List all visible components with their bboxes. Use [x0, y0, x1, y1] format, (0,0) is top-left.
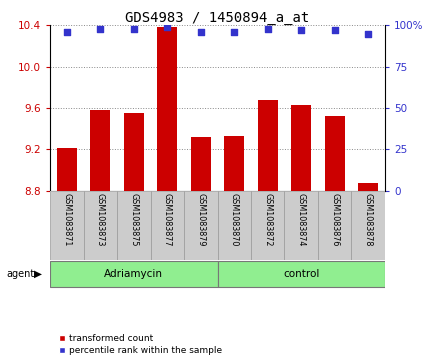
Point: [197, 29, 204, 35]
Text: GSM1083878: GSM1083878: [363, 193, 372, 246]
Bar: [123, 113, 144, 191]
Point: [331, 28, 338, 33]
Text: ▶: ▶: [34, 269, 42, 279]
Bar: [217, 191, 250, 260]
Bar: [217, 261, 384, 287]
Text: GSM1083879: GSM1083879: [196, 193, 205, 246]
Bar: [351, 191, 384, 260]
Point: [97, 26, 104, 32]
Bar: [157, 28, 177, 191]
Point: [230, 29, 237, 35]
Text: GSM1083873: GSM1083873: [95, 193, 105, 246]
Text: agent: agent: [7, 269, 35, 279]
Point: [63, 29, 70, 35]
Bar: [224, 136, 244, 191]
Point: [297, 28, 304, 33]
Bar: [184, 191, 217, 260]
Bar: [257, 100, 277, 191]
Point: [364, 31, 371, 37]
Bar: [117, 191, 150, 260]
Text: GSM1083875: GSM1083875: [129, 193, 138, 246]
Point: [164, 24, 171, 30]
Bar: [56, 148, 77, 191]
Bar: [150, 191, 184, 260]
Text: GSM1083871: GSM1083871: [62, 193, 71, 246]
Text: GSM1083872: GSM1083872: [263, 193, 272, 246]
Text: GSM1083870: GSM1083870: [229, 193, 238, 246]
Bar: [50, 261, 217, 287]
Bar: [50, 191, 83, 260]
Text: GSM1083874: GSM1083874: [296, 193, 305, 246]
Bar: [317, 191, 351, 260]
Legend: transformed count, percentile rank within the sample: transformed count, percentile rank withi…: [54, 331, 225, 359]
Point: [264, 26, 271, 32]
Text: GDS4983 / 1450894_a_at: GDS4983 / 1450894_a_at: [125, 11, 309, 25]
Text: Adriamycin: Adriamycin: [104, 269, 163, 279]
Point: [130, 26, 137, 32]
Bar: [284, 191, 317, 260]
Bar: [290, 105, 311, 191]
Bar: [250, 191, 284, 260]
Bar: [357, 183, 378, 191]
Bar: [83, 191, 117, 260]
Bar: [190, 137, 210, 191]
Text: control: control: [283, 269, 319, 279]
Text: GSM1083877: GSM1083877: [162, 193, 171, 246]
Bar: [90, 110, 110, 191]
Bar: [324, 116, 344, 191]
Text: GSM1083876: GSM1083876: [329, 193, 339, 246]
